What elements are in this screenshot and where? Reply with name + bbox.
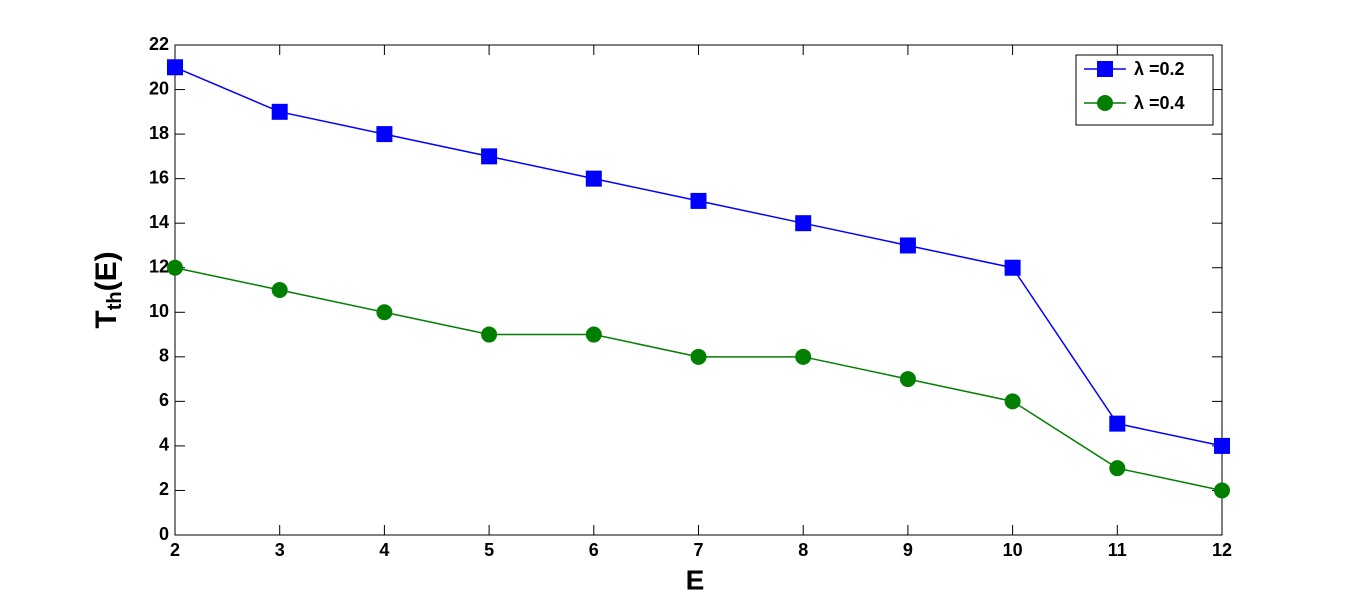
marker xyxy=(1214,437,1230,454)
marker xyxy=(585,326,602,343)
marker xyxy=(167,59,183,76)
y-tick-label: 22 xyxy=(149,34,169,54)
marker xyxy=(271,282,288,298)
marker xyxy=(899,371,916,388)
y-tick-label: 6 xyxy=(159,390,169,410)
y-axis-label: Tth(E) xyxy=(90,251,126,328)
x-tick-label: 10 xyxy=(1003,540,1023,560)
x-tick-label: 11 xyxy=(1108,540,1127,560)
x-axis-label: E xyxy=(686,564,705,595)
marker xyxy=(690,348,707,365)
marker xyxy=(1004,393,1021,410)
x-tick-label: 7 xyxy=(693,540,703,560)
y-tick-label: 18 xyxy=(149,123,169,143)
y-tick-label: 16 xyxy=(149,167,169,187)
x-tick-label: 9 xyxy=(903,540,913,560)
marker xyxy=(1109,415,1126,432)
marker xyxy=(1109,460,1126,477)
x-tick-label: 4 xyxy=(379,540,389,560)
marker xyxy=(1004,259,1021,276)
marker xyxy=(1214,482,1230,499)
y-tick-label: 12 xyxy=(149,256,169,276)
y-tick-label: 14 xyxy=(149,212,169,232)
marker xyxy=(167,259,183,276)
marker xyxy=(271,103,288,120)
y-tick-label: 10 xyxy=(149,301,169,321)
y-tick-label: 0 xyxy=(159,524,169,544)
marker xyxy=(481,326,498,343)
marker xyxy=(795,215,812,232)
legend-marker xyxy=(1097,95,1113,111)
x-tick-label: 6 xyxy=(589,540,599,560)
marker xyxy=(585,170,602,187)
x-tick-label: 2 xyxy=(170,540,180,560)
x-tick-label: 12 xyxy=(1212,540,1232,560)
legend-label: λ =0.4 xyxy=(1134,93,1185,113)
legend-label: λ =0.2 xyxy=(1134,59,1185,79)
plot-area xyxy=(174,44,1223,536)
y-tick-label: 8 xyxy=(159,346,169,366)
legend-marker xyxy=(1097,61,1113,77)
y-tick-label: 20 xyxy=(149,78,169,98)
marker xyxy=(795,348,812,365)
marker xyxy=(899,237,916,254)
marker xyxy=(376,126,393,143)
marker xyxy=(481,148,498,165)
y-label-sub: th xyxy=(104,291,126,310)
marker xyxy=(690,192,707,209)
y-label-rest: (E) xyxy=(90,251,123,291)
x-tick-label: 8 xyxy=(798,540,808,560)
x-tick-label: 5 xyxy=(484,540,494,560)
x-tick-label: 3 xyxy=(275,540,285,560)
y-label-main: T xyxy=(90,310,123,328)
y-tick-label: 4 xyxy=(159,435,169,455)
marker xyxy=(376,304,393,321)
y-tick-label: 2 xyxy=(159,479,169,499)
